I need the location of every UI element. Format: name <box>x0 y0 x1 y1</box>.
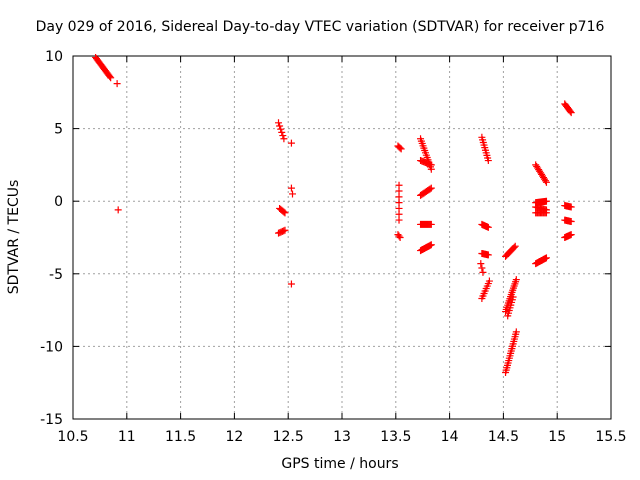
data-point <box>485 277 493 285</box>
data-point <box>277 125 285 133</box>
data-point <box>427 241 435 249</box>
data-point <box>542 197 550 205</box>
data-point <box>281 226 289 234</box>
y-tick-label: -10 <box>40 339 63 355</box>
data-point <box>542 254 550 262</box>
data-point <box>512 328 520 336</box>
x-tick-label: 11.5 <box>165 429 196 445</box>
x-tick-label: 13.5 <box>380 429 411 445</box>
y-tick-label: -5 <box>49 267 63 283</box>
x-axis-label: GPS time / hours <box>281 456 399 472</box>
x-tick-label: 12 <box>225 429 243 445</box>
data-point <box>542 178 550 186</box>
y-tick-labels: -15 -10 -5 0 5 10 <box>40 49 63 428</box>
x-tick-label: 15 <box>548 429 566 445</box>
data-point <box>567 218 575 226</box>
data-point <box>276 122 284 130</box>
x-tick-label: 10.5 <box>57 429 88 445</box>
chart-title: Day 029 of 2016, Sidereal Day-to-day VTE… <box>35 19 605 35</box>
data-point <box>275 119 283 127</box>
data-point <box>396 144 404 152</box>
data-point <box>567 203 575 211</box>
data-point <box>113 80 121 88</box>
y-tick-label: 0 <box>54 194 63 210</box>
data-point <box>279 132 287 140</box>
data-point <box>477 260 485 268</box>
grid-lines <box>73 56 611 419</box>
x-tick-label: 14 <box>441 429 459 445</box>
data-point <box>106 73 114 81</box>
data-point <box>426 185 434 193</box>
y-tick-label: 10 <box>45 49 63 65</box>
x-tick-label: 12.5 <box>273 429 304 445</box>
data-point <box>427 220 435 228</box>
data-point <box>542 209 550 217</box>
axis-ticks <box>72 55 612 420</box>
data-point <box>479 268 487 276</box>
data-point <box>287 184 295 192</box>
data-point <box>427 161 435 169</box>
data-point <box>278 128 286 136</box>
x-tick-label: 13 <box>333 429 351 445</box>
data-point <box>287 139 295 147</box>
y-tick-label: -15 <box>40 412 63 428</box>
data-point <box>395 232 403 240</box>
x-tick-labels: 10.5 11 11.5 12 12.5 13 13.5 14 14.5 15 15.5 <box>57 429 626 445</box>
data-point <box>566 107 574 115</box>
data-point <box>484 251 492 259</box>
data-point <box>484 157 492 165</box>
data-point <box>281 209 289 217</box>
y-axis-label: SDTVAR / TECUs <box>6 179 22 295</box>
data-point <box>289 190 297 198</box>
x-tick-label: 11 <box>118 429 136 445</box>
data-point <box>280 208 288 216</box>
data-point <box>509 293 517 301</box>
x-tick-label: 15.5 <box>595 429 626 445</box>
data-point <box>484 223 492 231</box>
data-point <box>280 135 288 143</box>
data-point <box>397 145 405 153</box>
data-point <box>395 216 403 224</box>
data-point <box>478 264 486 272</box>
data-point <box>510 243 518 251</box>
data-point <box>567 231 575 239</box>
data-point <box>511 242 519 250</box>
data-point <box>114 206 122 214</box>
data-point <box>567 109 575 117</box>
data-point <box>541 177 549 185</box>
data-points <box>92 53 575 377</box>
data-point <box>107 74 115 82</box>
data-point <box>427 184 435 192</box>
data-point <box>396 234 404 241</box>
x-tick-label: 14.5 <box>488 429 519 445</box>
data-point <box>287 280 295 288</box>
y-tick-label: 5 <box>54 122 63 138</box>
data-point <box>512 276 520 284</box>
